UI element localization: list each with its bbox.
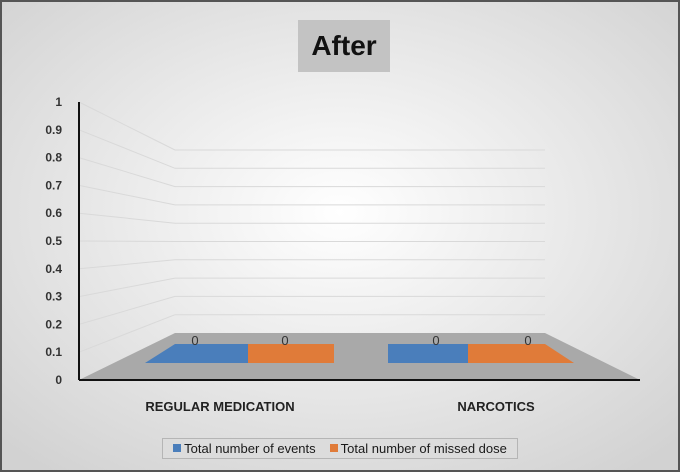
legend-item-events: Total number of events: [173, 441, 316, 456]
gridline-side: [78, 212, 176, 224]
gridline-side: [78, 240, 176, 242]
data-label: 0: [281, 333, 288, 348]
x-category-label: REGULAR MEDICATION: [145, 399, 294, 414]
y-tick-label: 0.3: [45, 290, 62, 304]
y-tick-label: 0.9: [45, 123, 62, 137]
data-label: 0: [524, 333, 531, 348]
gridline-side: [78, 259, 176, 270]
bar-events: [145, 344, 248, 363]
chart-title: After: [311, 30, 377, 61]
gridline-side: [78, 295, 176, 325]
data-label: 0: [191, 333, 198, 348]
bar-missed-dose: [248, 344, 334, 363]
y-tick-label: 0: [55, 373, 62, 387]
y-tick-label: 0.5: [45, 234, 62, 248]
legend-swatch-events: [173, 444, 182, 452]
legend-item-missed-dose: Total number of missed dose: [329, 440, 507, 456]
legend-label-missed-dose: Total number of missed dose: [340, 440, 507, 456]
y-tick-label: 0.6: [45, 206, 62, 220]
gridline-side: [78, 184, 176, 206]
y-tick-label: 0.7: [45, 178, 62, 192]
y-tick-label: 0.2: [45, 317, 62, 331]
legend-box: Total number of events Total number of m…: [162, 437, 518, 459]
legend-swatch-missed-dose: [329, 444, 338, 452]
chart-title-box: After: [298, 20, 390, 72]
bar-events: [388, 344, 468, 363]
y-tick-label: 0.1: [45, 345, 62, 359]
chart-legend: Total number of events Total number of m…: [0, 437, 680, 459]
x-category-label: NARCOTICS: [457, 399, 535, 414]
gridline-side: [78, 277, 176, 298]
y-tick-label: 1: [55, 95, 62, 109]
gridline-side: [78, 101, 176, 151]
y-tick-label: 0.4: [45, 262, 62, 276]
gridline-side: [78, 157, 176, 188]
gridline-side: [78, 314, 176, 353]
gridline-side: [78, 129, 176, 169]
legend-label-events: Total number of events: [184, 440, 316, 456]
bar-missed-dose: [468, 344, 574, 363]
y-tick-label: 0.8: [45, 151, 62, 165]
data-label: 0: [432, 333, 439, 348]
